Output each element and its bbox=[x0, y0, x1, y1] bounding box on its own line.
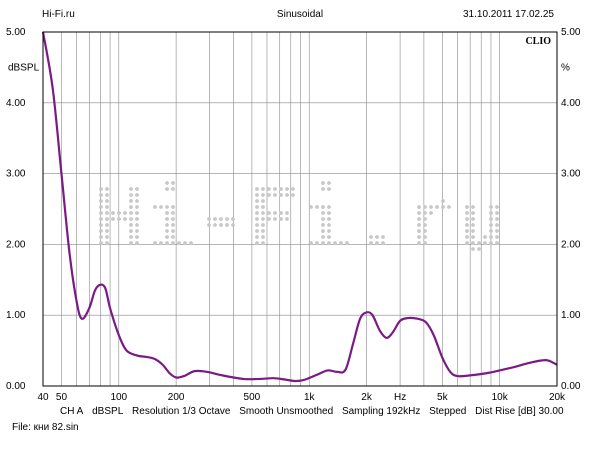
y-tick-label-right: 1.00 bbox=[561, 310, 581, 321]
header-site-label: Hi-Fi.ru bbox=[42, 9, 75, 20]
resolution-label: Resolution 1/3 Octave bbox=[132, 406, 231, 417]
sampling-label: Sampling 192kHz bbox=[341, 406, 421, 417]
y-axis-label-right: % bbox=[561, 62, 570, 73]
x-tick-label: 500 bbox=[244, 392, 261, 400]
x-tick-label: 20k bbox=[549, 392, 566, 400]
chart-series bbox=[41, 31, 558, 383]
x-tick-label: 50 bbox=[56, 392, 68, 400]
channel-label: CH A bbox=[60, 406, 84, 417]
y-tick-label-left: 5.00 bbox=[6, 27, 26, 38]
header-timestamp: 31.10.2011 17.02.25 bbox=[462, 9, 554, 20]
y-tick-label-right: 2.00 bbox=[561, 239, 581, 250]
smooth-label: Smooth Unsmoothed bbox=[239, 406, 334, 417]
distortion-chart: 0.00 0.00 1.00 1.00 2.00 2.00 3.00 3.00 4.00 4.00… bbox=[6, 27, 581, 400]
distortion-line bbox=[41, 31, 558, 383]
watermark-logo bbox=[99, 181, 499, 251]
x-tick-label: 5k bbox=[437, 392, 449, 400]
y-tick-label-left: 4.00 bbox=[6, 98, 26, 109]
measurement-settings: CH A dBSPL Resolution 1/3 Octave Smooth … bbox=[60, 406, 570, 417]
header-title: Sinusoidal bbox=[276, 9, 324, 20]
chart-grid bbox=[43, 31, 557, 387]
plot-frame bbox=[42, 31, 558, 387]
y-tick-label-left: 0.00 bbox=[6, 381, 26, 392]
y-tick-label-left: 1.00 bbox=[6, 310, 26, 321]
x-tick-label: 100 bbox=[110, 392, 127, 400]
file-name-label: File: кни 82.sin bbox=[12, 422, 79, 433]
mode-label: Stepped bbox=[429, 406, 467, 417]
clio-brand-label: CLIO bbox=[525, 36, 551, 47]
chart-axis-ticks: 0.00 0.00 1.00 1.00 2.00 2.00 3.00 3.00 4.00 4.00… bbox=[6, 27, 581, 400]
y-tick-label-right: 0.00 bbox=[561, 381, 581, 392]
x-tick-label: 40 bbox=[37, 392, 49, 400]
y-tick-label-left: 3.00 bbox=[6, 169, 26, 180]
x-tick-label: 1k bbox=[304, 392, 316, 400]
x-tick-label: 200 bbox=[168, 392, 185, 400]
y-tick-label-left: 2.00 bbox=[6, 239, 26, 250]
unit-label: dBSPL bbox=[92, 406, 124, 417]
y-axis-label-left: dBSPL bbox=[8, 62, 40, 73]
x-tick-label: 2k bbox=[361, 392, 373, 400]
y-tick-label-right: 5.00 bbox=[561, 27, 581, 38]
x-tick-label: Hz bbox=[394, 392, 406, 400]
y-tick-label-right: 4.00 bbox=[561, 98, 581, 109]
dist-rise-label: Dist Rise [dB] 30.00 bbox=[475, 406, 564, 417]
x-tick-label: 10k bbox=[492, 392, 509, 400]
y-tick-label-right: 3.00 bbox=[561, 169, 581, 180]
